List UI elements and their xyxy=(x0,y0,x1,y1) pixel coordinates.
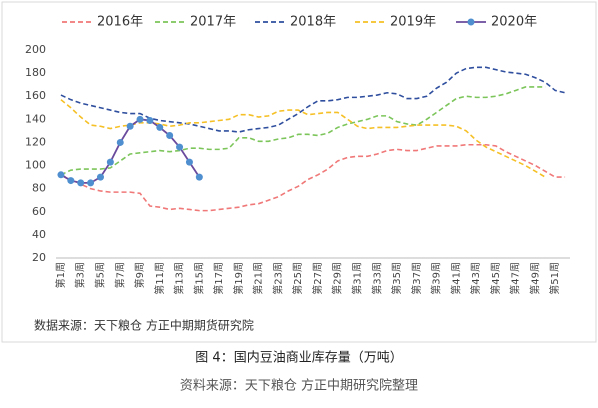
x-tick-label: 第39周 xyxy=(430,262,443,295)
x-tick-label: 第21周 xyxy=(252,262,265,295)
x-tick-label: 第23周 xyxy=(271,262,284,295)
x-tick-label: 第1周 xyxy=(54,262,67,288)
x-tick-label: 第17周 xyxy=(212,262,225,295)
series-marker xyxy=(87,179,95,187)
series-line xyxy=(60,86,546,176)
series-marker xyxy=(136,115,144,123)
x-tick-label: 第49周 xyxy=(528,262,541,295)
x-tick-label: 第11周 xyxy=(153,262,166,295)
caption: 图 4：国内豆油商业库存量（万吨） xyxy=(195,350,402,366)
legend-label: 2016年 xyxy=(97,15,143,30)
x-tick-label: 第37周 xyxy=(410,262,423,295)
x-tick-label: 第51周 xyxy=(548,262,561,295)
caption-source: 资料来源：天下粮仓 方正中期研究院整理 xyxy=(180,378,418,394)
series-marker xyxy=(126,122,134,130)
series-marker xyxy=(166,132,174,140)
series-line xyxy=(60,99,546,178)
series-marker xyxy=(116,138,124,146)
x-tick-label: 第33周 xyxy=(370,262,383,295)
y-tick-label: 100 xyxy=(25,159,46,172)
chart-border xyxy=(1,1,597,343)
y-tick-label: 120 xyxy=(25,135,46,148)
series-marker xyxy=(67,177,75,185)
x-tick-label: 第47周 xyxy=(509,262,522,295)
series-marker xyxy=(156,123,164,131)
legend-label: 2018年 xyxy=(290,15,336,30)
x-tick-label: 第9周 xyxy=(133,262,146,288)
x-tick-label: 第29周 xyxy=(331,262,344,295)
legend-label: 2019年 xyxy=(390,15,436,30)
series-marker xyxy=(195,173,203,181)
x-tick-label: 第45周 xyxy=(489,262,502,295)
y-tick-label: 20 xyxy=(32,251,46,264)
x-tick-label: 第25周 xyxy=(291,262,304,295)
legend-label: 2020年 xyxy=(491,15,537,30)
series-marker xyxy=(185,158,193,166)
series-line xyxy=(60,66,566,133)
series-marker xyxy=(57,171,65,179)
series-marker xyxy=(77,179,85,187)
series-marker xyxy=(106,158,114,166)
x-tick-label: 第41周 xyxy=(449,262,462,295)
y-tick-label: 60 xyxy=(32,205,46,218)
x-tick-label: 第13周 xyxy=(173,262,186,295)
series-marker xyxy=(96,173,104,181)
y-tick-label: 180 xyxy=(25,66,46,79)
y-tick-label: 40 xyxy=(32,228,46,241)
x-tick-label: 第35周 xyxy=(390,262,403,295)
legend-label: 2017年 xyxy=(190,15,236,30)
x-tick-label: 第5周 xyxy=(93,262,106,288)
series-marker xyxy=(176,143,184,151)
x-tick-label: 第3周 xyxy=(74,262,87,288)
x-tick-label: 第43周 xyxy=(469,262,482,295)
series-marker xyxy=(146,116,154,124)
x-tick-label: 第7周 xyxy=(113,262,126,288)
y-tick-label: 160 xyxy=(25,89,46,102)
x-tick-label: 第27周 xyxy=(311,262,324,295)
x-tick-label: 第31周 xyxy=(350,262,363,295)
source-note: 数据来源：天下粮仓 方正中期期货研究院 xyxy=(34,318,254,333)
y-tick-label: 80 xyxy=(32,182,46,195)
series-line xyxy=(60,143,566,212)
legend-marker xyxy=(467,18,475,26)
y-tick-label: 200 xyxy=(25,43,46,56)
y-tick-label: 140 xyxy=(25,112,46,125)
x-tick-label: 第15周 xyxy=(192,262,205,295)
x-tick-label: 第19周 xyxy=(232,262,245,295)
